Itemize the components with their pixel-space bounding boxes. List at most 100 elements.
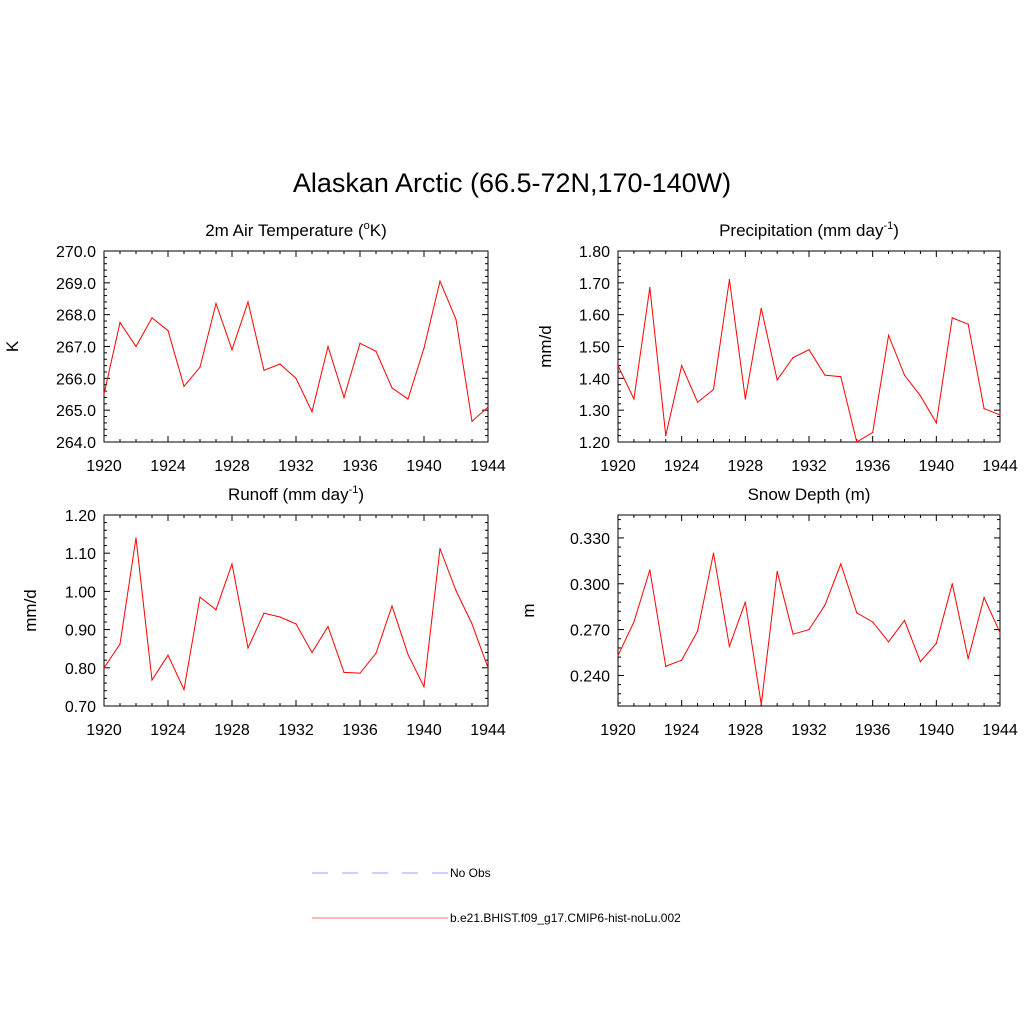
panel-title: Snow Depth (m) [748,485,871,504]
x-tick-label: 1924 [664,458,700,475]
y-tick-label: 1.60 [579,308,610,325]
y-tick-label: 265.0 [56,403,96,420]
data-point [135,537,137,539]
x-tick-label: 1940 [406,722,442,739]
data-point [887,334,890,336]
data-point [247,301,249,303]
x-tick-label: 1928 [728,722,764,739]
y-tick-label: 264.0 [56,435,96,452]
x-tick-label: 1940 [919,458,955,475]
legend-label-model: b.e21.BHIST.f09_g17.CMIP6-hist-noLu.002 [450,911,681,925]
data-point [696,401,699,403]
data-point [439,280,441,282]
data-point [919,661,922,663]
y-tick-label: 1.00 [65,584,96,601]
data-point [215,609,217,611]
data-point [903,374,906,376]
y-tick-label: 0.90 [65,623,96,640]
y-axis-label: m [519,603,538,617]
data-point [808,349,810,351]
data-point [649,287,651,289]
data-point [199,596,201,598]
data-point [471,420,473,422]
x-tick-label: 1928 [728,458,764,475]
data-point [151,679,153,681]
panel-title-text: 2m Air Temperature ( [205,221,364,240]
data-point [840,376,842,378]
data-point [343,396,345,399]
chart-panel-4: 1920 1924 1928 1932 1936 1940 1944 0.240 0.270 0.… [519,485,1018,739]
data-point [375,652,377,654]
data-point [919,395,922,397]
data-point [359,672,361,674]
y-tick-label: 0.70 [65,699,96,716]
x-tick-label: 1932 [278,722,314,739]
data-point [967,323,969,325]
data-point [407,653,409,656]
data-point [617,654,619,657]
data-point [231,563,233,565]
data-point [872,431,874,434]
y-tick-label: 1.80 [579,244,610,261]
y-axis-label: mm/d [536,325,555,368]
y-tick-label: 0.270 [570,623,610,640]
x-tick-label: 1924 [664,722,700,739]
x-tick-label: 1932 [278,458,314,475]
data-point [999,632,1001,634]
legend: No Obs b.e21.BHIST.f09_g17.CMIP6-hist-noL… [312,866,681,925]
x-tick-label: 1944 [982,722,1018,739]
data-point [471,623,473,625]
data-point [999,414,1001,416]
data-point [295,623,297,625]
data-point [665,665,667,667]
data-point [215,302,217,305]
y-tick-label: 0.80 [65,661,96,678]
data-point [792,357,794,359]
y-axis-label: K [3,340,22,352]
panel-title: Runoff (mm day-1) [228,484,364,504]
data-point [279,616,281,618]
data-point [455,590,457,592]
plot-frame [103,250,489,443]
data-point [856,441,858,443]
data-point [712,388,715,391]
data-point [903,619,906,622]
y-tick-label: 269.0 [56,276,96,293]
x-tick-label: 1944 [982,458,1018,475]
x-tick-label: 1932 [791,722,827,739]
series-line [617,553,1001,705]
y-tick-label: 1.20 [579,435,610,452]
data-point [311,411,313,413]
data-point [776,570,778,573]
data-point [327,625,329,628]
y-tick-label: 1.30 [579,403,610,420]
data-point [247,647,249,649]
data-point [744,398,746,400]
data-point [824,604,826,606]
data-point [391,387,393,389]
data-point [487,667,489,669]
data-point [423,686,425,688]
data-point [439,548,441,550]
y-tick-label: 270.0 [56,244,96,261]
x-tick-label: 1936 [855,722,891,739]
panel-title-text: ) [893,221,899,240]
x-tick-label: 1936 [855,458,891,475]
data-point [887,641,890,643]
data-point [776,379,778,381]
panel-title-text: Precipitation (mm day [719,221,884,240]
y-tick-label: 268.0 [56,308,96,325]
data-point [633,621,635,623]
data-point [167,654,169,656]
series-line [617,279,1001,443]
panel-title-text: K) [370,221,387,240]
x-tick-label: 1936 [342,722,378,739]
y-tick-label: 0.240 [570,668,610,685]
data-point [728,279,731,281]
chart-panel-3: 1920 1924 1928 1932 1936 1940 1944 0.70 0.80 0.90… [21,484,506,739]
data-point [983,407,985,410]
x-tick-label: 1920 [600,458,636,475]
panel-title: Precipitation (mm day-1) [719,220,899,240]
data-point [728,645,731,648]
y-tick-label: 1.70 [579,276,610,293]
